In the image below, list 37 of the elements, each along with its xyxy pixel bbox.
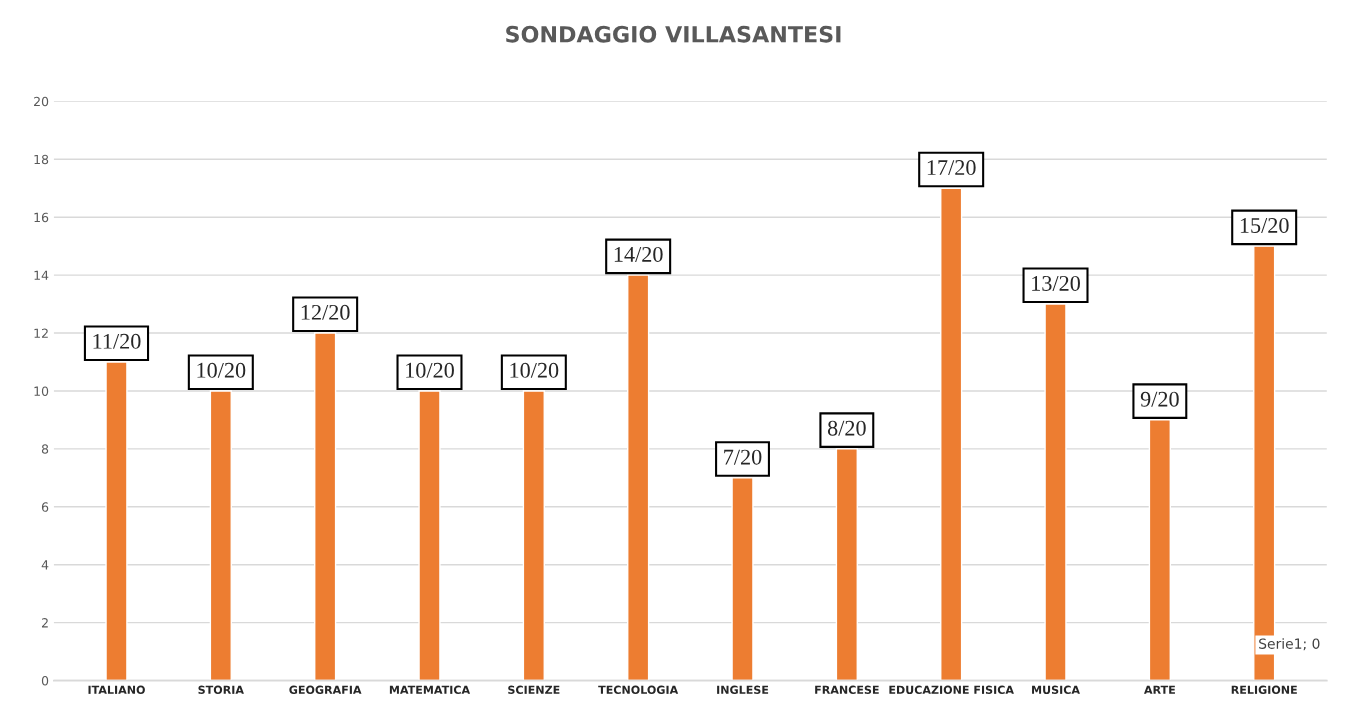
y-tick-label: 8 <box>41 444 49 454</box>
y-tick-label: 14 <box>34 270 49 280</box>
data-label: 15/20 <box>1240 217 1289 233</box>
x-tick-label: GEOGRAFIA <box>289 685 362 695</box>
data-label: 10/20 <box>406 362 454 378</box>
data-label: 8/20 <box>827 420 866 436</box>
data-label: 9/20 <box>1140 391 1179 407</box>
y-tick-label: 16 <box>34 212 49 223</box>
x-tick-label: STORIA <box>198 685 244 695</box>
x-tick-label: EDUCAZIONE FISICA <box>889 685 1014 695</box>
x-tick-label: TECNOLOGIA <box>598 685 679 695</box>
annotation: Serie1; 0 <box>1259 638 1320 651</box>
data-label: 13/20 <box>1032 275 1080 291</box>
x-tick-label: INGLESE <box>717 685 769 695</box>
y-tick-label: 2 <box>41 618 48 628</box>
x-tick-label: ARTE <box>1144 685 1175 694</box>
y-tick-label: 0 <box>41 676 49 686</box>
data-label: 7/20 <box>724 449 762 465</box>
data-label: 17/20 <box>927 160 976 176</box>
x-tick-label: FRANCESE <box>815 685 879 695</box>
data-label: 12/20 <box>301 304 350 320</box>
data-label: 10/20 <box>197 362 246 378</box>
x-tick-label: MUSICA <box>1032 685 1080 695</box>
data-label: 11/20 <box>93 333 141 349</box>
y-tick-label: 4 <box>41 560 49 570</box>
x-tick-label: RELIGIONE <box>1231 685 1297 695</box>
x-tick-label: ITALIANO <box>88 685 145 695</box>
data-label: 14/20 <box>614 246 663 262</box>
y-tick-label: 6 <box>41 502 49 512</box>
x-tick-label: MATEMATICA <box>389 685 471 695</box>
x-tick-label: SCIENZE <box>508 685 560 695</box>
chart-title: SONDAGGIO VILLASANTESI <box>506 25 841 43</box>
y-tick-label: 20 <box>34 96 49 107</box>
y-tick-label: 18 <box>34 154 49 165</box>
y-tick-label: 10 <box>34 386 49 396</box>
y-tick-label: 12 <box>34 328 48 338</box>
data-label: 10/20 <box>510 362 559 378</box>
